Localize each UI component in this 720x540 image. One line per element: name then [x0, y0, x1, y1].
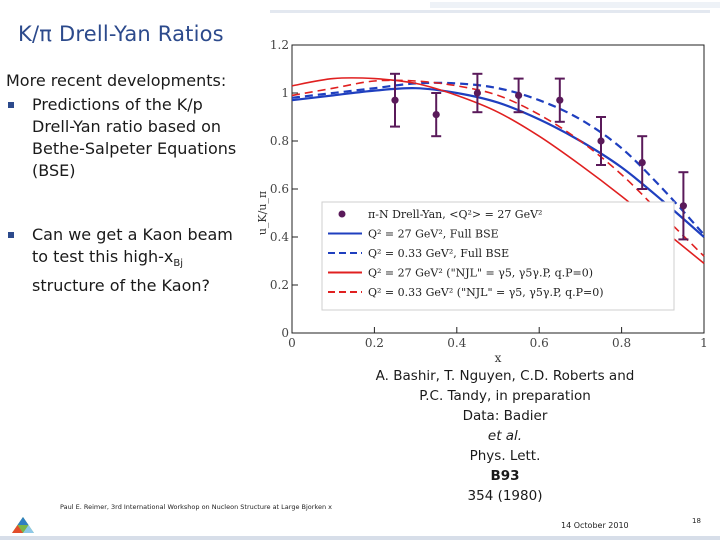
- y-tick-label: 0.6: [270, 182, 289, 196]
- y-tick-label: 0: [281, 326, 289, 340]
- series-line: [291, 81, 705, 236]
- x-tick-label: 0.8: [612, 336, 631, 350]
- data-point: [473, 89, 481, 97]
- citation-volume: B93: [490, 468, 520, 484]
- argonne-logo-icon: [12, 517, 34, 533]
- header-decoration-bar: [430, 2, 720, 8]
- citation: A. Bashir, T. Nguyen, C.D. Roberts and P…: [330, 366, 680, 506]
- citation-data-source: Data: Badier et al. Phys. Lett. B93 354 …: [330, 406, 680, 506]
- legend-label: Q² = 27 GeV² ("NJL" = γ5, γ5γ.P, q.P=0): [368, 267, 593, 280]
- y-tick-label: 1.2: [270, 38, 289, 52]
- bullet-item: Predictions of the K/p Drell-Yan ratio b…: [6, 94, 246, 182]
- bullet-item: Can we get a Kaon beam to test this high…: [6, 224, 246, 297]
- square-bullet-icon: [8, 102, 14, 108]
- data-point: [432, 111, 440, 119]
- x-tick-label: 0.6: [530, 336, 549, 350]
- legend-marker: [338, 210, 346, 218]
- citation-data-prefix: Data: Badier: [462, 408, 548, 424]
- intro-text: More recent developments:: [6, 71, 227, 90]
- legend-label: π-N Drell-Yan, <Q²> = 27 GeV²: [368, 208, 542, 221]
- y-tick-label: 0.8: [270, 134, 289, 148]
- legend-label: Q² = 27 GeV², Full BSE: [368, 228, 499, 241]
- x-tick-label: 0.2: [365, 336, 384, 350]
- axis-ticks: 0 0.2 0.4 0.6 0.8 1 0 0.2 0.4 0.6 0.8 1 1.2: [270, 38, 708, 350]
- slide-body: More recent developments: Predictions of…: [6, 70, 246, 297]
- footer-presenter: Paul E. Reimer, 3rd International Worksh…: [60, 503, 332, 511]
- citation-authors: A. Bashir, T. Nguyen, C.D. Roberts and: [375, 368, 635, 384]
- citation-pages: 354 (1980): [467, 488, 543, 504]
- citation-status: P.C. Tandy, in preparation: [419, 388, 591, 404]
- y-tick-label: 1: [281, 86, 289, 100]
- bullet-text-subscript: Bj: [173, 258, 184, 270]
- data-point: [515, 91, 523, 99]
- series-line: [291, 79, 705, 257]
- data-point: [679, 202, 687, 210]
- ratio-chart: 0 0.2 0.4 0.6 0.8 100.20.40.60.811.2 u_K/u_π …: [256, 38, 708, 365]
- legend-label: Q² = 0.33 GeV² ("NJL" = γ5, γ5γ.P, q.P=0…: [368, 286, 604, 299]
- legend-box: [321, 201, 675, 311]
- citation-etal: et al.: [487, 428, 523, 444]
- slide-title: K/π Drell-Yan Ratios: [18, 22, 224, 46]
- header-decoration-line: [270, 10, 710, 13]
- x-axis-label: x: [495, 351, 502, 365]
- page-number: 18: [692, 517, 701, 525]
- data-point: [556, 96, 564, 104]
- y-tick-label: 0.4: [270, 230, 289, 244]
- footer-decoration-line: [0, 536, 720, 540]
- data-point: [597, 137, 605, 145]
- legend-label: Q² = 0.33 GeV², Full BSE: [368, 247, 509, 260]
- data-point: [638, 159, 646, 167]
- y-axis-label: u_K/u_π: [256, 191, 269, 235]
- footer-date: 14 October 2010: [561, 521, 629, 530]
- data-points: [390, 72, 689, 241]
- x-tick-label: 0: [288, 336, 296, 350]
- square-bullet-icon: [8, 232, 14, 238]
- bullet-text-end: structure of the Kaon?: [32, 276, 210, 296]
- y-tick-label: 0.2: [270, 278, 289, 292]
- x-tick-label: 0.4: [447, 336, 466, 350]
- data-point: [391, 96, 399, 104]
- chart-legend: π-N Drell-Yan, <Q²> = 27 GeV² Q² = 27 GeV…: [321, 201, 675, 311]
- x-tick-label: 1: [700, 336, 708, 350]
- y-axis-label-text: u_K/u_π: [256, 191, 269, 235]
- series-line: [291, 87, 705, 238]
- bullet-text-start: Can we get a Kaon beam to test this high…: [32, 225, 233, 266]
- bullet-text: Predictions of the K/p Drell-Yan ratio b…: [32, 95, 237, 180]
- citation-journal: Phys. Lett.: [469, 448, 541, 464]
